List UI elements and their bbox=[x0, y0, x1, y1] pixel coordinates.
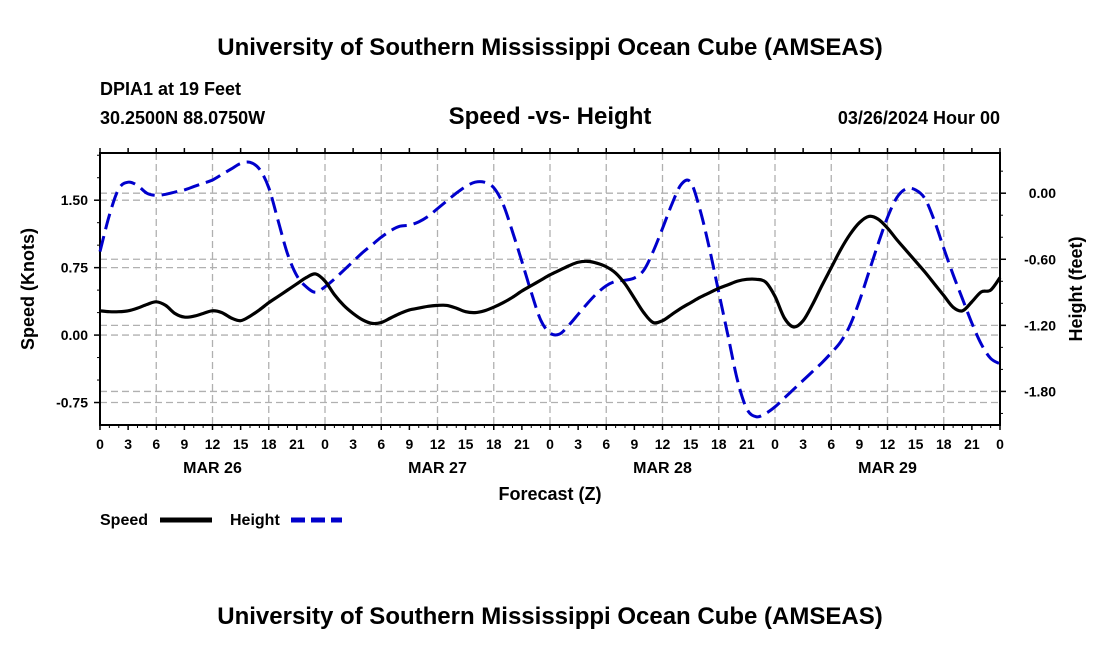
chart-title: Speed -vs- Height bbox=[449, 103, 652, 130]
station-label: DPIA1 at 19 Feet bbox=[100, 79, 241, 99]
x-axis-tick-label: 6 bbox=[152, 436, 160, 452]
right-axis-tick-label: -1.80 bbox=[1024, 383, 1056, 399]
x-axis-tick-label: 18 bbox=[711, 436, 727, 452]
series-line-height bbox=[98, 160, 1001, 419]
x-axis-tick-label: 21 bbox=[964, 436, 980, 452]
left-axis: -0.75 0.00 0.75 1.50 bbox=[56, 154, 100, 411]
x-axis-tick-label: 3 bbox=[574, 436, 582, 452]
x-axis-tick-label: 12 bbox=[205, 436, 221, 452]
right-axis: -1.80 -1.20 -0.60 0.00 bbox=[1000, 170, 1056, 414]
series-line-speed bbox=[99, 214, 1002, 329]
x-axis-tick-label: 18 bbox=[936, 436, 952, 452]
left-axis-tick-label: 0.00 bbox=[61, 327, 88, 343]
left-axis-tick-label: 0.75 bbox=[61, 260, 88, 276]
x-axis-label: Forecast (Z) bbox=[498, 484, 601, 504]
x-axis-tick-label: 9 bbox=[405, 436, 413, 452]
x-axis-day-label: MAR 26 bbox=[183, 460, 242, 477]
series-layer bbox=[98, 160, 1002, 419]
x-axis-tick-label: 21 bbox=[514, 436, 530, 452]
x-axis-tick-label: 9 bbox=[855, 436, 863, 452]
x-axis-tick-label: 12 bbox=[430, 436, 446, 452]
x-axis-day-label: MAR 28 bbox=[633, 460, 692, 477]
x-axis-day-label: MAR 29 bbox=[858, 460, 917, 477]
x-axis-tick-label: 0 bbox=[546, 436, 554, 452]
x-axis-tick-label: 6 bbox=[377, 436, 385, 452]
legend-speed-label: Speed bbox=[100, 512, 148, 529]
x-axis-tick-label: 0 bbox=[96, 436, 104, 452]
legend-height-label: Height bbox=[230, 512, 280, 529]
right-axis-tick-label: -0.60 bbox=[1024, 251, 1056, 267]
x-axis-tick-label: 3 bbox=[124, 436, 132, 452]
x-axis-tick-label: 0 bbox=[771, 436, 779, 452]
x-axis-tick-label: 6 bbox=[827, 436, 835, 452]
footer-title: University of Southern Mississippi Ocean… bbox=[217, 603, 882, 630]
x-axis: 0 3 6 9 12 15 18 21 0 3 6 9 12 15 18 21 0 3 6 9 12 15 18 21 0 3 6 9… bbox=[96, 148, 1004, 477]
x-axis-tick-label: 18 bbox=[261, 436, 277, 452]
left-axis-label: Speed (Knots) bbox=[18, 228, 38, 350]
x-axis-tick-label: 15 bbox=[683, 436, 699, 452]
grid-lines bbox=[100, 153, 1000, 425]
x-axis-tick-label: 9 bbox=[180, 436, 188, 452]
x-axis-tick-label: 15 bbox=[233, 436, 249, 452]
x-axis-tick-label: 15 bbox=[908, 436, 924, 452]
left-axis-tick-label: -0.75 bbox=[56, 395, 88, 411]
coordinates-label: 30.2500N 88.0750W bbox=[100, 108, 265, 128]
legend: Speed Height bbox=[100, 512, 342, 529]
right-axis-tick-label: 0.00 bbox=[1029, 185, 1056, 201]
x-axis-tick-label: 21 bbox=[289, 436, 305, 452]
page-title: University of Southern Mississippi Ocean… bbox=[217, 34, 882, 61]
x-axis-tick-label: 6 bbox=[602, 436, 610, 452]
right-axis-tick-label: -1.20 bbox=[1024, 317, 1056, 333]
x-axis-tick-label: 18 bbox=[486, 436, 502, 452]
x-axis-tick-label: 12 bbox=[880, 436, 896, 452]
datetime-label: 03/26/2024 Hour 00 bbox=[838, 108, 1000, 128]
left-axis-tick-label: 1.50 bbox=[61, 192, 88, 208]
x-axis-day-label: MAR 27 bbox=[408, 460, 467, 477]
x-axis-tick-label: 3 bbox=[799, 436, 807, 452]
x-axis-tick-label: 12 bbox=[655, 436, 671, 452]
x-axis-tick-label: 0 bbox=[321, 436, 329, 452]
x-axis-tick-label: 3 bbox=[349, 436, 357, 452]
right-axis-label: Height (feet) bbox=[1066, 237, 1086, 342]
x-axis-tick-label: 9 bbox=[630, 436, 638, 452]
x-axis-tick-label: 21 bbox=[739, 436, 755, 452]
x-axis-tick-label: 0 bbox=[996, 436, 1004, 452]
x-axis-tick-label: 15 bbox=[458, 436, 474, 452]
